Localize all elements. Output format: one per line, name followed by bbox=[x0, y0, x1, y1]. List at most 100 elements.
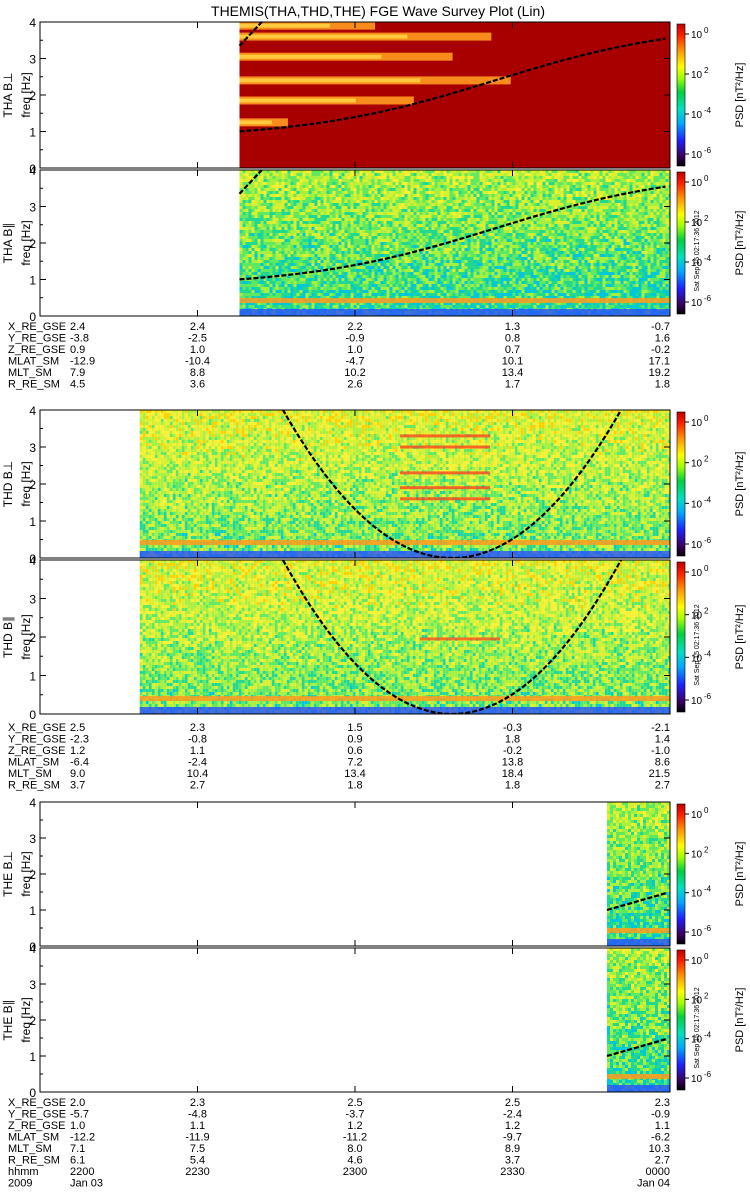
spectrum-cell bbox=[413, 200, 417, 203]
spectrum-cell bbox=[365, 272, 369, 275]
spectrum-cell bbox=[332, 233, 336, 236]
spectrum-cell bbox=[401, 191, 405, 194]
spectrum-cell bbox=[476, 242, 480, 245]
spectrum-cell bbox=[371, 227, 375, 230]
spectrum-cell bbox=[443, 281, 447, 284]
spectrum-cell bbox=[533, 173, 537, 176]
spectrum-cell bbox=[245, 302, 249, 305]
spectrum-cell bbox=[281, 185, 285, 188]
spectrum-cell bbox=[530, 257, 534, 260]
spectrum-cell bbox=[428, 230, 432, 233]
spectrum-cell bbox=[263, 242, 267, 245]
spectrum-cell bbox=[419, 269, 423, 272]
spectrum-cell bbox=[521, 236, 525, 239]
spectrum-cell bbox=[344, 173, 348, 176]
spectrum-cell bbox=[515, 230, 519, 233]
spectrum-cell bbox=[422, 296, 426, 299]
spectrum-cell bbox=[239, 206, 243, 209]
spectrum-cell bbox=[251, 236, 255, 239]
spectrum-cell bbox=[293, 263, 297, 266]
spectrum-cell bbox=[383, 200, 387, 203]
spectrum-cell bbox=[308, 257, 312, 260]
spectrum-cell bbox=[347, 281, 351, 284]
spectrum-cell bbox=[374, 287, 378, 290]
spectrum-cell bbox=[449, 254, 453, 257]
spectrum-cell bbox=[455, 221, 459, 224]
spectrum-cell bbox=[497, 194, 501, 197]
spectrum-cell bbox=[386, 275, 390, 278]
spectrum-cell bbox=[467, 215, 471, 218]
spectrum-cell bbox=[491, 281, 495, 284]
spectrum-cell bbox=[347, 248, 351, 251]
spectrum-cell bbox=[416, 278, 420, 281]
spectrum-cell bbox=[359, 221, 363, 224]
spectrum-cell bbox=[515, 176, 519, 179]
spectrum-cell bbox=[437, 173, 441, 176]
spectrum-cell bbox=[269, 305, 273, 308]
spectrum-cell bbox=[446, 245, 450, 248]
spectrum-cell bbox=[392, 200, 396, 203]
spectrum-cell bbox=[284, 278, 288, 281]
spectrum-cell bbox=[284, 245, 288, 248]
y-tick-label: 3 bbox=[29, 53, 36, 67]
spectrum-cell bbox=[512, 170, 516, 173]
spectrum-cell bbox=[410, 200, 414, 203]
spectrum-cell bbox=[509, 254, 513, 257]
spectrum-cell bbox=[275, 236, 279, 239]
spectrum-cell bbox=[359, 191, 363, 194]
spectrum-cell bbox=[509, 269, 513, 272]
spectrum-cell bbox=[278, 260, 282, 263]
spectrum-cell bbox=[359, 236, 363, 239]
spectrum-cell bbox=[407, 218, 411, 221]
spectrum-cell bbox=[404, 302, 408, 305]
spectrum-cell bbox=[380, 302, 384, 305]
spectrum-cell bbox=[410, 305, 414, 308]
spectrum-cell bbox=[437, 218, 441, 221]
spectrum-cell bbox=[476, 212, 480, 215]
spectrum-cell bbox=[416, 221, 420, 224]
spectrum-cell bbox=[263, 272, 267, 275]
spectrum-cell bbox=[359, 248, 363, 251]
spectrum-cell bbox=[515, 269, 519, 272]
spectrum-cell bbox=[269, 245, 273, 248]
spectrum-cell bbox=[383, 287, 387, 290]
spectrum-cell bbox=[413, 206, 417, 209]
spectrum-cell bbox=[365, 185, 369, 188]
spectrum-cell bbox=[263, 233, 267, 236]
spectrum-cell bbox=[380, 290, 384, 293]
spectrum-cell bbox=[254, 266, 258, 269]
spectrum-cell bbox=[503, 215, 507, 218]
spectrum-cell bbox=[320, 284, 324, 287]
spectrum-cell bbox=[401, 203, 405, 206]
spectrum-cell bbox=[527, 293, 531, 296]
spectrum-cell bbox=[428, 233, 432, 236]
spectrum-cell bbox=[416, 242, 420, 245]
spectrum-cell bbox=[326, 248, 330, 251]
spectrum-cell bbox=[239, 182, 243, 185]
spectrum-cell bbox=[524, 230, 528, 233]
spectrum-cell bbox=[260, 239, 264, 242]
spectrum-cell bbox=[491, 293, 495, 296]
spectrum-cell bbox=[527, 200, 531, 203]
spectrum-cell bbox=[455, 212, 459, 215]
spectrum-cell bbox=[338, 227, 342, 230]
spectrum-cell bbox=[368, 278, 372, 281]
spectrum-cell bbox=[467, 248, 471, 251]
spectrum-cell bbox=[446, 257, 450, 260]
spectrum-cell bbox=[527, 194, 531, 197]
spectrum-cell bbox=[287, 245, 291, 248]
spectrum-cell bbox=[383, 254, 387, 257]
spectrum-cell bbox=[281, 197, 285, 200]
spectrum-cell bbox=[326, 275, 330, 278]
spectrum-cell bbox=[407, 242, 411, 245]
spectrum-cell bbox=[482, 239, 486, 242]
spectrum-cell bbox=[242, 215, 246, 218]
spectrum-cell bbox=[425, 257, 429, 260]
spectrum-cell bbox=[266, 230, 270, 233]
spectrum-cell bbox=[275, 233, 279, 236]
spectrum-cell bbox=[335, 284, 339, 287]
spectrum-cell bbox=[368, 266, 372, 269]
spectrum-cell bbox=[449, 263, 453, 266]
spectrum-cell bbox=[491, 215, 495, 218]
